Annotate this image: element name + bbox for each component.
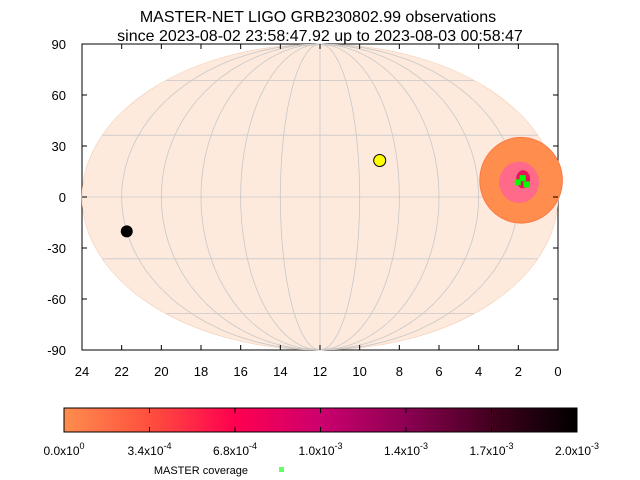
chart-title-line1: MASTER-NET LIGO GRB230802.99 observation… xyxy=(140,9,496,26)
y-tick-label: -90 xyxy=(47,343,66,358)
colorbar-tick-label: 2.0x10-3 xyxy=(555,441,599,458)
colorbar-tick-label: 0.0x100 xyxy=(43,441,84,458)
x-tick-label: 16 xyxy=(233,364,247,379)
colorbar-tick-label: 3.4x10-4 xyxy=(127,441,171,458)
colorbar-tick-label: 1.4x10-3 xyxy=(384,441,428,458)
legend-coverage-marker xyxy=(279,467,284,472)
colorbar-tick-label: 1.0x10-3 xyxy=(298,441,342,458)
x-tick-label: 20 xyxy=(154,364,168,379)
colorbar-tick-label: 1.7x10-3 xyxy=(469,441,513,458)
y-tick-label: -60 xyxy=(47,292,66,307)
coverage-point xyxy=(519,175,526,182)
x-tick-label: 4 xyxy=(475,364,482,379)
legend-label: MASTER coverage xyxy=(154,465,248,477)
x-tick-label: 14 xyxy=(273,364,287,379)
moon-marker xyxy=(120,225,133,238)
y-tick-label: 60 xyxy=(52,88,66,103)
colorbar-ticks: 0.0x100 3.4x10-4 6.8x10-4 1.0x10-3 1.4x10-3 1… xyxy=(43,408,599,458)
x-tick-label: 8 xyxy=(396,364,403,379)
y-tick-label: -30 xyxy=(47,241,66,256)
sky-map-layer xyxy=(81,43,563,351)
sun-marker xyxy=(373,154,387,168)
y-tick-label: 0 xyxy=(59,190,66,205)
x-tick-label: 22 xyxy=(114,364,128,379)
x-tick-label: 0 xyxy=(554,364,561,379)
x-tick-label: 12 xyxy=(313,364,327,379)
x-tick-label: 18 xyxy=(194,364,208,379)
y-axis-ticks: 90 60 30 0 -30 -60 -90 xyxy=(47,37,558,358)
x-tick-label: 10 xyxy=(352,364,366,379)
x-tick-label: 24 xyxy=(75,364,89,379)
x-axis-ticks: 24 22 20 18 16 14 12 10 8 6 4 2 0 xyxy=(75,44,562,379)
y-tick-label: 30 xyxy=(52,139,66,154)
chart-title-line2: since 2023-08-02 23:58:47.92 up to 2023-… xyxy=(117,28,523,45)
coverage-point xyxy=(514,179,521,186)
x-tick-label: 6 xyxy=(435,364,442,379)
colorbar-tick-label: 6.8x10-4 xyxy=(213,441,257,458)
coverage-point xyxy=(523,181,530,188)
x-tick-label: 2 xyxy=(515,364,522,379)
y-tick-label: 90 xyxy=(52,37,66,52)
